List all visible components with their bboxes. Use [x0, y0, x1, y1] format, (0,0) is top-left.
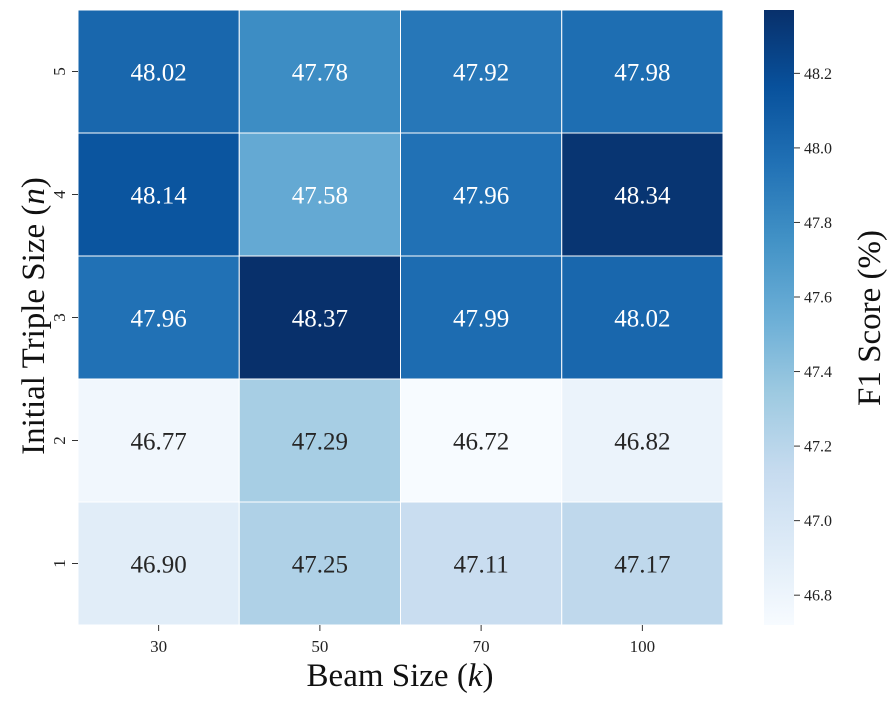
cell-value-label: 46.72	[453, 429, 509, 456]
heatmap-cell	[561, 378, 724, 503]
heatmap-cell	[561, 132, 724, 257]
cell-value-label: 47.99	[453, 306, 509, 333]
cell-value-label: 47.25	[292, 552, 348, 579]
cell-value-label: 47.17	[614, 552, 670, 579]
colorbar-tick-label: 47.0	[804, 513, 832, 530]
x-axis-title: Beam Size (k)	[307, 658, 494, 694]
cell-value-label: 47.78	[292, 60, 348, 87]
cell-value-label: 47.29	[292, 429, 348, 456]
x-tick-label: 30	[150, 637, 167, 656]
x-tick-label: 70	[473, 637, 490, 656]
colorbar-tick-label: 47.2	[804, 439, 832, 456]
cell-value-label: 47.58	[292, 183, 348, 210]
cell-value-label: 48.02	[131, 60, 187, 87]
x-axis-ticks: 30 50 70 100	[150, 625, 655, 656]
heatmap-cell	[400, 378, 563, 503]
colorbar-tick-label: 48.2	[804, 66, 832, 83]
cell-value-label: 47.96	[453, 183, 509, 210]
heatmap-cell	[77, 9, 240, 134]
y-tick-label: 1	[50, 559, 69, 568]
heatmap-cell	[77, 501, 240, 626]
colorbar-tick-label: 48.0	[804, 140, 832, 157]
colorbar-tick-label: 47.8	[804, 215, 832, 232]
colorbar-tick-label: 46.8	[804, 588, 832, 605]
heatmap-cell	[561, 501, 724, 626]
heatmap-cell	[561, 255, 724, 380]
heatmap-cell	[400, 501, 563, 626]
cell-value-label: 47.96	[131, 306, 187, 333]
heatmap-cell	[238, 378, 401, 503]
cell-value-label: 48.14	[131, 183, 188, 210]
heatmap-cell	[238, 9, 401, 134]
heatmap-cells	[77, 9, 724, 626]
colorbar	[764, 10, 794, 625]
y-axis-ticks: 5 4 3 2 1	[50, 67, 78, 568]
y-tick-label: 4	[50, 190, 69, 199]
cell-value-label: 46.77	[131, 429, 187, 456]
colorbar-tick-label: 47.6	[804, 290, 832, 307]
heatmap-cell	[77, 378, 240, 503]
heatmap-cell	[561, 9, 724, 134]
x-tick-label: 50	[311, 637, 328, 656]
colorbar-ticks: 46.8 47.0 47.2 47.4 47.6 47.8 48.0 48.2	[794, 66, 832, 605]
cell-value-label: 46.82	[614, 429, 670, 456]
cell-value-label: 48.34	[614, 183, 671, 210]
colorbar-label: F1 Score (%)	[852, 230, 888, 406]
heatmap-cell	[238, 501, 401, 626]
y-tick-label: 3	[50, 313, 69, 322]
heatmap-cell	[400, 9, 563, 134]
y-tick-label: 5	[50, 67, 69, 76]
cell-value-label: 47.98	[614, 60, 670, 87]
cell-value-label: 47.11	[453, 552, 508, 579]
heatmap-cell-labels: 48.02 47.78 47.92 47.98 48.14 47.58 47.96 48.34…	[131, 60, 672, 579]
heatmap-cell	[238, 132, 401, 257]
cell-value-label: 46.90	[131, 552, 187, 579]
y-axis-title: Initial Triple Size (n)	[16, 177, 52, 455]
y-tick-label: 2	[50, 436, 69, 445]
cell-value-label: 47.92	[453, 60, 509, 87]
heatmap-cell	[238, 255, 401, 380]
x-tick-label: 100	[630, 637, 656, 656]
cell-value-label: 48.37	[292, 306, 348, 333]
colorbar-tick-label: 47.4	[804, 364, 832, 381]
cell-value-label: 48.02	[614, 306, 670, 333]
heatmap-cell	[77, 132, 240, 257]
